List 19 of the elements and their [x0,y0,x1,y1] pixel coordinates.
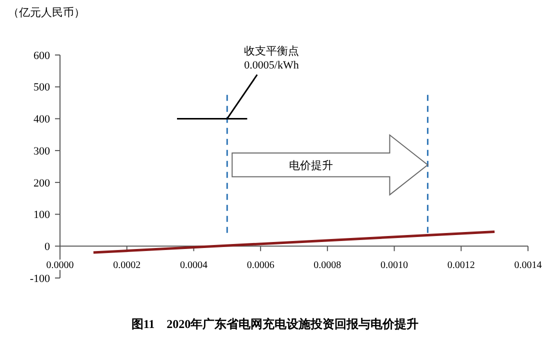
x-tick-label: 0.0012 [447,260,475,272]
y-tick-label: -100 [30,272,50,285]
y-tick-label: 300 [34,145,50,158]
text: 图11 2020年广东省电网充电设施投资回报与电价提升 [131,317,419,331]
y-tick-label: 100 [34,209,50,222]
x-tick-label: 0.0002 [113,260,141,272]
y-tick-label: 500 [34,82,50,94]
x-tick-label: 0.0004 [180,260,208,272]
y-tick-label: 600 [34,50,50,62]
x-tick-label: 0.0014 [514,260,542,272]
annotation: 电价提升 [288,158,333,172]
x-tick-label: 0.0008 [314,260,342,272]
y-tick-label: 0 [44,240,50,253]
y-tick-label: 400 [34,114,50,126]
annotation: 收支平衡点 0.0005/kWh [244,44,300,72]
x-tick-label: 0.0006 [246,260,274,272]
y-tick-label: 200 [34,177,50,190]
x-tick-label: 0.0010 [380,260,408,272]
y-axis-title: （亿元人民币） [8,6,85,19]
